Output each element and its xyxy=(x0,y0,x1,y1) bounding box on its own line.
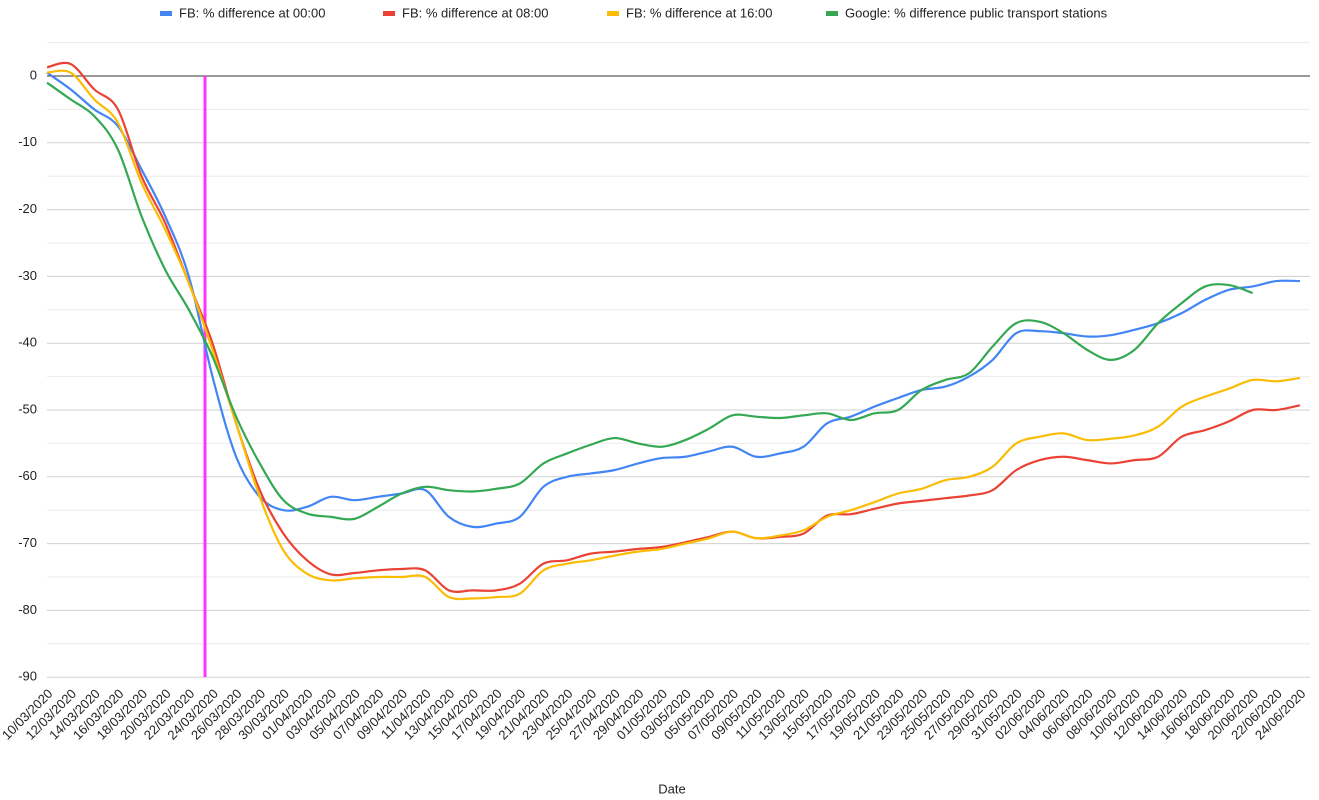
y-tick-label: -40 xyxy=(18,335,37,350)
y-tick-label: -30 xyxy=(18,268,37,283)
y-tick-label: -70 xyxy=(18,535,37,550)
series-line xyxy=(46,81,1254,521)
legend-label: Google: % difference public transport st… xyxy=(845,5,1108,20)
series-line xyxy=(46,71,1300,529)
legend-swatch xyxy=(160,11,172,16)
y-tick-label: -80 xyxy=(18,602,37,617)
x-axis-title: Date xyxy=(658,781,685,796)
legend-label: FB: % difference at 08:00 xyxy=(402,5,548,20)
y-tick-label: -20 xyxy=(18,201,37,216)
legend-label: FB: % difference at 00:00 xyxy=(179,5,325,20)
y-tick-label: -10 xyxy=(18,134,37,149)
legend-swatch xyxy=(826,11,838,16)
legend-label: FB: % difference at 16:00 xyxy=(626,5,772,20)
legend-swatch xyxy=(383,11,395,16)
y-tick-label: -60 xyxy=(18,468,37,483)
series-line xyxy=(46,69,1301,601)
series-line xyxy=(46,61,1301,593)
y-tick-label: 0 xyxy=(30,67,37,82)
y-tick-label: -90 xyxy=(18,669,37,684)
legend-swatch xyxy=(607,11,619,16)
y-tick-label: -50 xyxy=(18,401,37,416)
